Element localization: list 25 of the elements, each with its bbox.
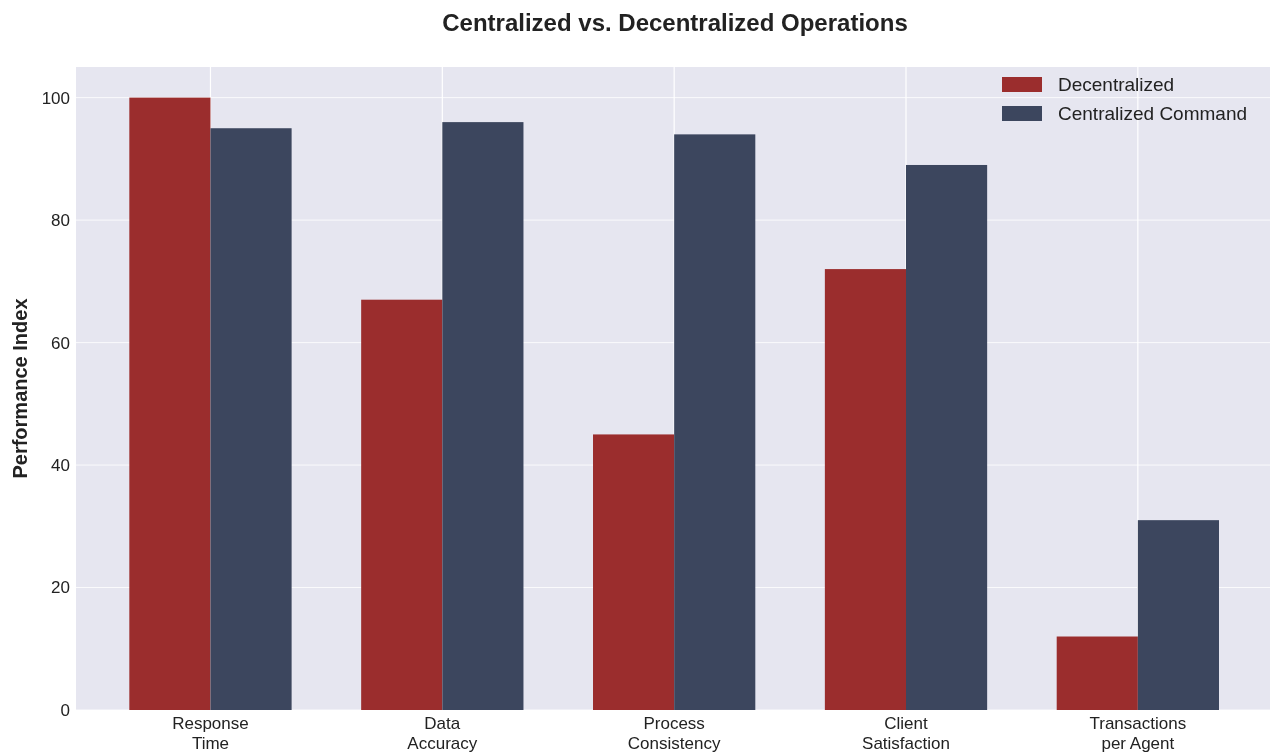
bar	[361, 299, 443, 710]
x-tick-label: Process Consistency	[627, 714, 721, 753]
bar	[210, 128, 292, 710]
x-tick-label: Client Satisfaction	[862, 714, 950, 753]
legend-label: Centralized Command	[1058, 102, 1248, 124]
bar	[824, 269, 906, 710]
bar	[593, 434, 675, 710]
x-tick-label: Response Time	[172, 714, 249, 753]
bar	[129, 97, 211, 710]
y-tick-label: 0	[60, 700, 70, 720]
chart-title: Centralized vs. Decentralized Operations	[442, 9, 908, 36]
y-tick-label: 100	[41, 88, 70, 108]
bar	[1137, 520, 1219, 710]
y-tick-label: 60	[51, 333, 70, 353]
y-tick-label: 40	[51, 456, 70, 475]
x-tick-label: Data Accuracy	[407, 714, 478, 753]
y-tick-label: 20	[51, 578, 70, 598]
y-axis-title: Performance Index	[9, 298, 31, 479]
bar	[906, 164, 988, 710]
bar	[442, 122, 524, 710]
x-tick-label: Transactions per Agent	[1089, 714, 1187, 753]
legend-label: Decentralized	[1058, 73, 1175, 95]
bar	[1056, 636, 1138, 710]
y-tick-label: 80	[51, 211, 70, 231]
bar	[674, 134, 756, 710]
